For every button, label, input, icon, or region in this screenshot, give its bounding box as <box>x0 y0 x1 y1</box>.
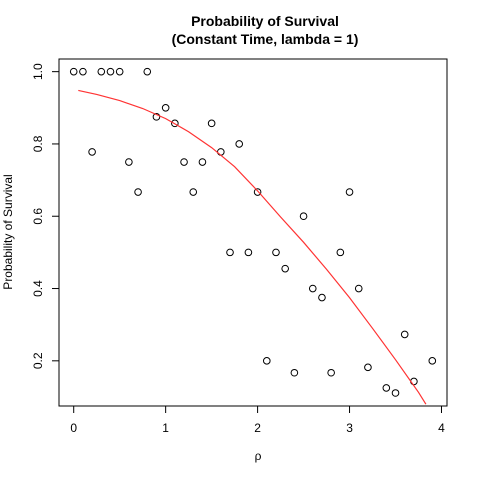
y-tick-label: 0.6 <box>31 208 45 225</box>
x-axis-label: ρ <box>255 449 262 463</box>
x-tick-label: 0 <box>70 421 77 435</box>
x-tick-label: 3 <box>346 421 353 435</box>
y-tick-label: 0.2 <box>31 352 45 369</box>
y-tick-label: 0.4 <box>31 280 45 297</box>
chart-title: Probability of Survival <box>191 13 339 29</box>
x-tick-label: 2 <box>254 421 261 435</box>
x-tick-label: 4 <box>438 421 445 435</box>
y-tick-label: 1.0 <box>31 63 45 80</box>
chart-subtitle: (Constant Time, lambda = 1) <box>172 31 359 47</box>
y-axis-label: Probability of Survival <box>1 174 15 289</box>
x-tick-label: 1 <box>162 421 169 435</box>
y-tick-label: 0.8 <box>31 135 45 152</box>
